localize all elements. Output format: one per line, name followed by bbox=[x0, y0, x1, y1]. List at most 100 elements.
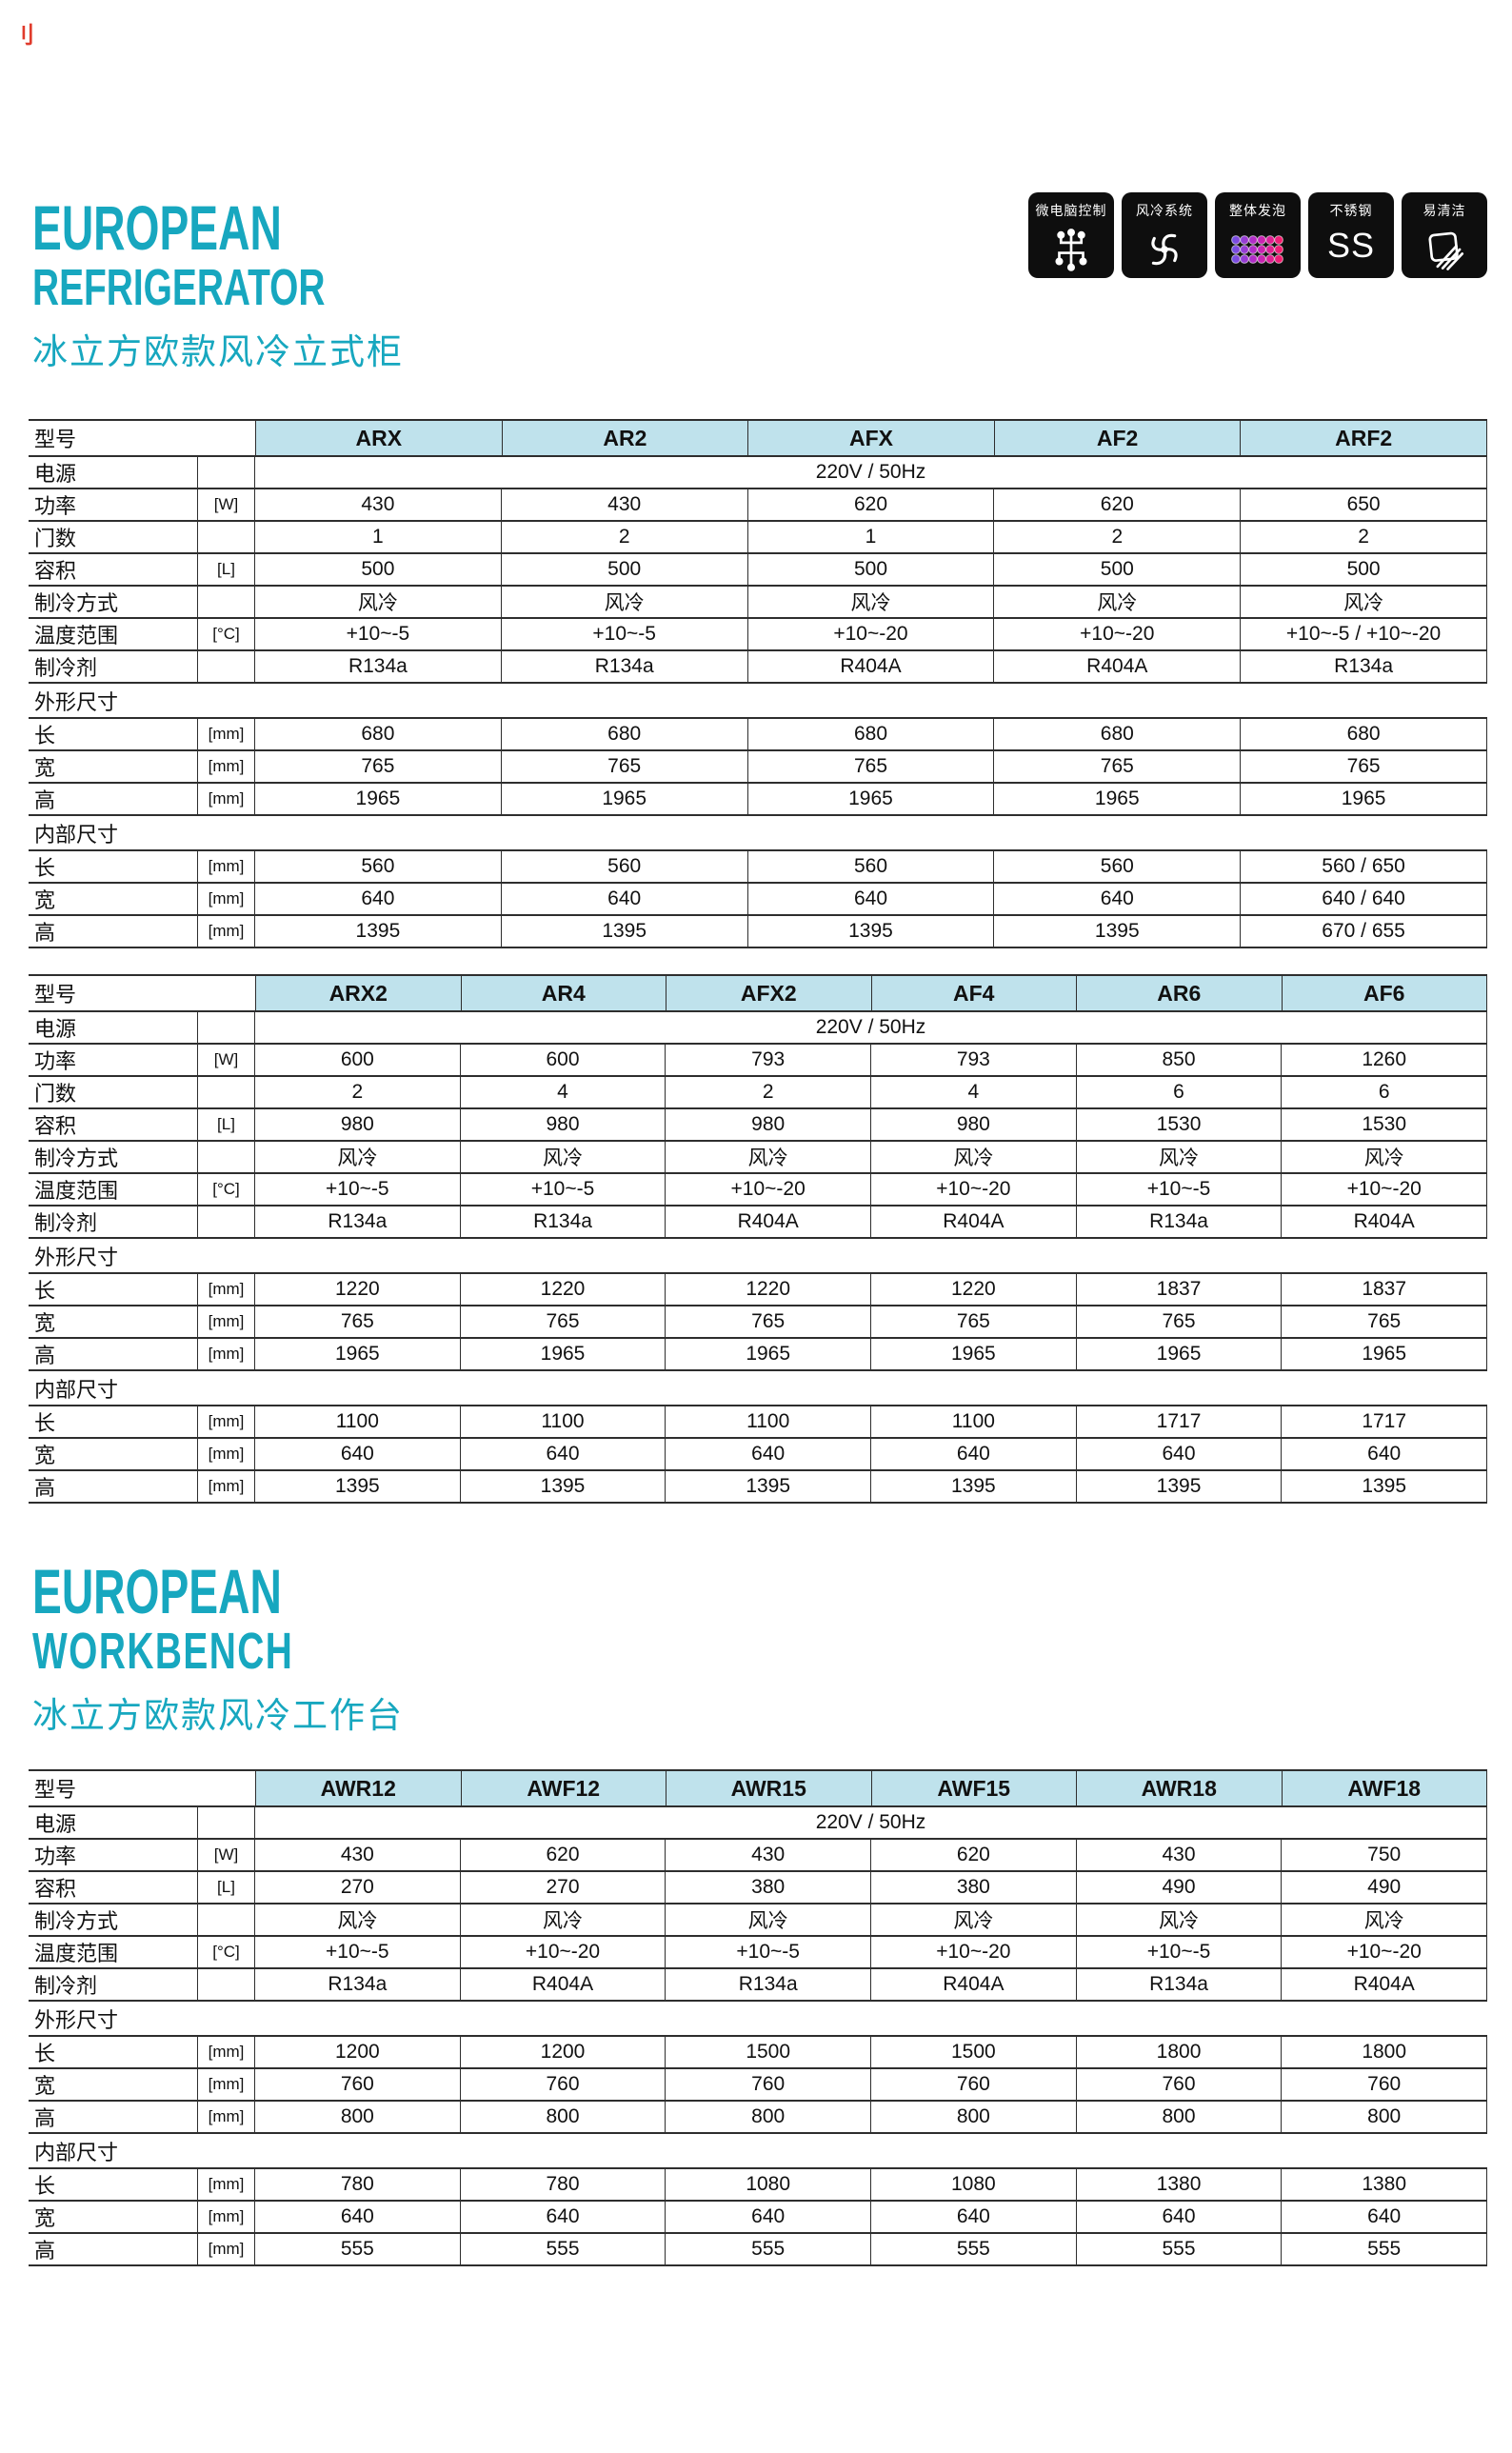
table-row: 宽 [mm] 765 765 765 765 765 bbox=[29, 751, 1487, 784]
spec-cell: 765 bbox=[1241, 751, 1487, 782]
spec-cell: 风冷 bbox=[1282, 1905, 1488, 1935]
spec-cell: 780 bbox=[255, 2169, 461, 2200]
table-row: 高 [mm] 800 800 800 800 800 800 bbox=[29, 2102, 1488, 2134]
row-unit bbox=[197, 1142, 255, 1172]
feature-badge-easy-clean: 易清洁 bbox=[1402, 192, 1487, 278]
row-unit: [mm] bbox=[197, 719, 255, 749]
row-unit: [W] bbox=[197, 489, 255, 520]
spec-cell: 风冷 bbox=[461, 1905, 666, 1935]
spec-cell: 1800 bbox=[1282, 2037, 1488, 2067]
model-header-cell: ARX bbox=[255, 421, 503, 455]
power-span-cell: 220V / 50Hz bbox=[255, 457, 1487, 488]
spec-cell: 640 bbox=[1077, 1439, 1283, 1469]
spec-cell: R404A bbox=[871, 1207, 1077, 1237]
row-label: 功率 bbox=[34, 1845, 77, 1868]
spec-cell: 1395 bbox=[1077, 1471, 1283, 1502]
spec-cell: 1800 bbox=[1077, 2037, 1283, 2067]
spec-cell: 640 bbox=[255, 1439, 461, 1469]
workbench-section-header: EUROPEAN WORKBENCH 冰立方欧款风冷工作台 bbox=[32, 1560, 404, 1738]
spec-cell: 640 bbox=[666, 2202, 872, 2232]
spec-cell: 风冷 bbox=[994, 587, 1242, 617]
model-header-cell: ARX2 bbox=[255, 976, 462, 1010]
row-unit: [mm] bbox=[197, 1471, 255, 1502]
table-row: 宽 [mm] 765 765 765 765 765 765 bbox=[29, 1306, 1488, 1339]
model-header-cell: AF4 bbox=[871, 976, 1077, 1010]
row-label: 长 bbox=[34, 1279, 56, 1303]
spec-cell: 555 bbox=[1282, 2234, 1488, 2264]
spec-cell: 风冷 bbox=[1282, 1142, 1488, 1172]
spec-cell: 1220 bbox=[461, 1274, 666, 1305]
section-row: 内部尺寸 bbox=[29, 816, 1487, 851]
spec-cell: R404A bbox=[871, 1969, 1077, 2000]
row-label: 温度范围 bbox=[34, 1179, 119, 1203]
row-label: 宽 bbox=[34, 2074, 56, 2098]
spec-cell: 680 bbox=[502, 719, 748, 749]
spec-cell: 980 bbox=[871, 1109, 1077, 1140]
spec-cell: 1380 bbox=[1077, 2169, 1283, 2200]
spec-cell: 4 bbox=[871, 1077, 1077, 1107]
spec-cell: 1965 bbox=[1077, 1339, 1283, 1369]
spec-cell: 640 bbox=[461, 2202, 666, 2232]
table-row: 容积 [L] 500 500 500 500 500 bbox=[29, 554, 1487, 587]
spec-cell: R404A bbox=[748, 651, 995, 682]
table-row: 电源 220V / 50Hz bbox=[29, 1807, 1487, 1840]
row-unit bbox=[197, 1807, 255, 1838]
row-label: 电源 bbox=[34, 462, 77, 486]
table-header-row: 型号 AWR12 AWF12 AWR15 AWF15 AWR18 AWF18 bbox=[29, 1771, 1487, 1807]
spec-cell: 1100 bbox=[255, 1406, 461, 1437]
row-label: 长 bbox=[34, 724, 56, 748]
spec-cell: 2 bbox=[1241, 522, 1487, 552]
spec-cell: +10~-5 bbox=[502, 619, 748, 649]
spec-cell: 1965 bbox=[1241, 784, 1487, 814]
model-row-label: 型号 bbox=[34, 428, 77, 451]
power-span-cell: 220V / 50Hz bbox=[255, 1807, 1487, 1838]
row-label: 容积 bbox=[34, 1877, 77, 1901]
spec-cell: 980 bbox=[666, 1109, 872, 1140]
row-label: 功率 bbox=[34, 494, 77, 518]
spec-cell: 风冷 bbox=[666, 1905, 872, 1935]
spec-cell: R134a bbox=[666, 1969, 872, 2000]
easy-clean-icon bbox=[1402, 220, 1487, 278]
row-label: 高 bbox=[34, 2239, 56, 2263]
spec-cell: 560 bbox=[748, 851, 995, 882]
row-unit bbox=[197, 457, 255, 488]
spec-cell: +10~-20 bbox=[461, 1937, 666, 1967]
spec-cell: 680 bbox=[255, 719, 502, 749]
table-row: 长 [mm] 680 680 680 680 680 bbox=[29, 719, 1487, 751]
spec-cell: +10~-5 bbox=[1077, 1937, 1283, 1967]
table-row: 高 [mm] 555 555 555 555 555 555 bbox=[29, 2234, 1488, 2266]
spec-cell: 800 bbox=[1282, 2102, 1488, 2132]
spec-cell: 风冷 bbox=[1077, 1142, 1283, 1172]
row-label: 功率 bbox=[34, 1049, 77, 1073]
spec-cell: 640 bbox=[461, 1439, 666, 1469]
row-unit bbox=[197, 522, 255, 552]
spec-cell: 670 / 655 bbox=[1241, 916, 1487, 947]
row-label: 宽 bbox=[34, 756, 56, 780]
spec-cell: 2 bbox=[502, 522, 748, 552]
spec-cell: 1500 bbox=[666, 2037, 872, 2067]
row-label: 高 bbox=[34, 788, 56, 812]
spec-cell: 430 bbox=[666, 1840, 872, 1870]
badge-label: 整体发泡 bbox=[1229, 203, 1286, 218]
feature-badge-circuit: 微电脑控制 bbox=[1028, 192, 1114, 278]
row-unit: [mm] bbox=[197, 851, 255, 882]
section-row: 外形尺寸 bbox=[29, 1239, 1487, 1274]
table-row: 温度范围 [°C] +10~-5 +10~-5 +10~-20 +10~-20 +10~-5… bbox=[29, 1174, 1488, 1207]
model-header-cell: AWR12 bbox=[255, 1771, 462, 1805]
spec-cell: 1080 bbox=[666, 2169, 872, 2200]
row-unit: [mm] bbox=[197, 1439, 255, 1469]
row-unit: [mm] bbox=[197, 784, 255, 814]
spec-cell: 640 bbox=[748, 884, 995, 914]
model-header-cell: AWR18 bbox=[1077, 1771, 1283, 1805]
spec-cell: 793 bbox=[666, 1045, 872, 1075]
spec-cell: R134a bbox=[502, 651, 748, 682]
spec-cell: +10~-20 bbox=[1282, 1174, 1488, 1205]
row-unit: [mm] bbox=[197, 916, 255, 947]
spec-cell: R404A bbox=[666, 1207, 872, 1237]
corner-mark: 刂 bbox=[11, 23, 34, 49]
table-header-row: 型号 ARX2 AR4 AFX2 AF4 AR6 AF6 bbox=[29, 976, 1487, 1012]
spec-cell: 1500 bbox=[871, 2037, 1077, 2067]
workbench-spec-table: 型号 AWR12 AWF12 AWR15 AWF15 AWR18 AWF18 电源 220V /… bbox=[29, 1769, 1488, 2266]
spec-cell: 650 bbox=[1241, 489, 1487, 520]
row-label: 门数 bbox=[34, 1082, 77, 1106]
